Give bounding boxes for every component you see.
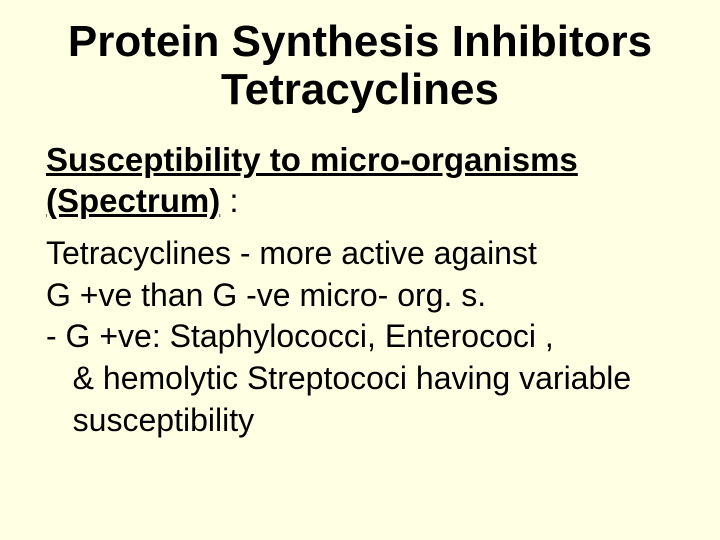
subhead-part1: Susceptibility to micro-organisms — [46, 141, 578, 178]
body-line-1: Tetracyclines - more active against — [46, 233, 680, 275]
slide-title: Protein Synthesis Inhibitors Tetracyclin… — [40, 18, 680, 115]
body-line-5: susceptibility — [46, 400, 680, 442]
subhead-part2: (Spectrum) — [46, 182, 220, 219]
body-line-3: - G +ve: Staphylococci, Enterococi , — [46, 316, 680, 358]
body-line-4: & hemolytic Streptococi having variable — [46, 358, 680, 400]
body-line-2: G +ve than G -ve micro- org. s. — [46, 275, 680, 317]
body-content: Tetracyclines - more active against G +v… — [40, 233, 680, 441]
subhead-suffix: : — [220, 182, 238, 219]
title-line-2: Tetracyclines — [221, 65, 499, 114]
section-subhead: Susceptibility to micro-organisms (Spect… — [40, 139, 680, 222]
title-line-1: Protein Synthesis Inhibitors — [68, 17, 652, 66]
